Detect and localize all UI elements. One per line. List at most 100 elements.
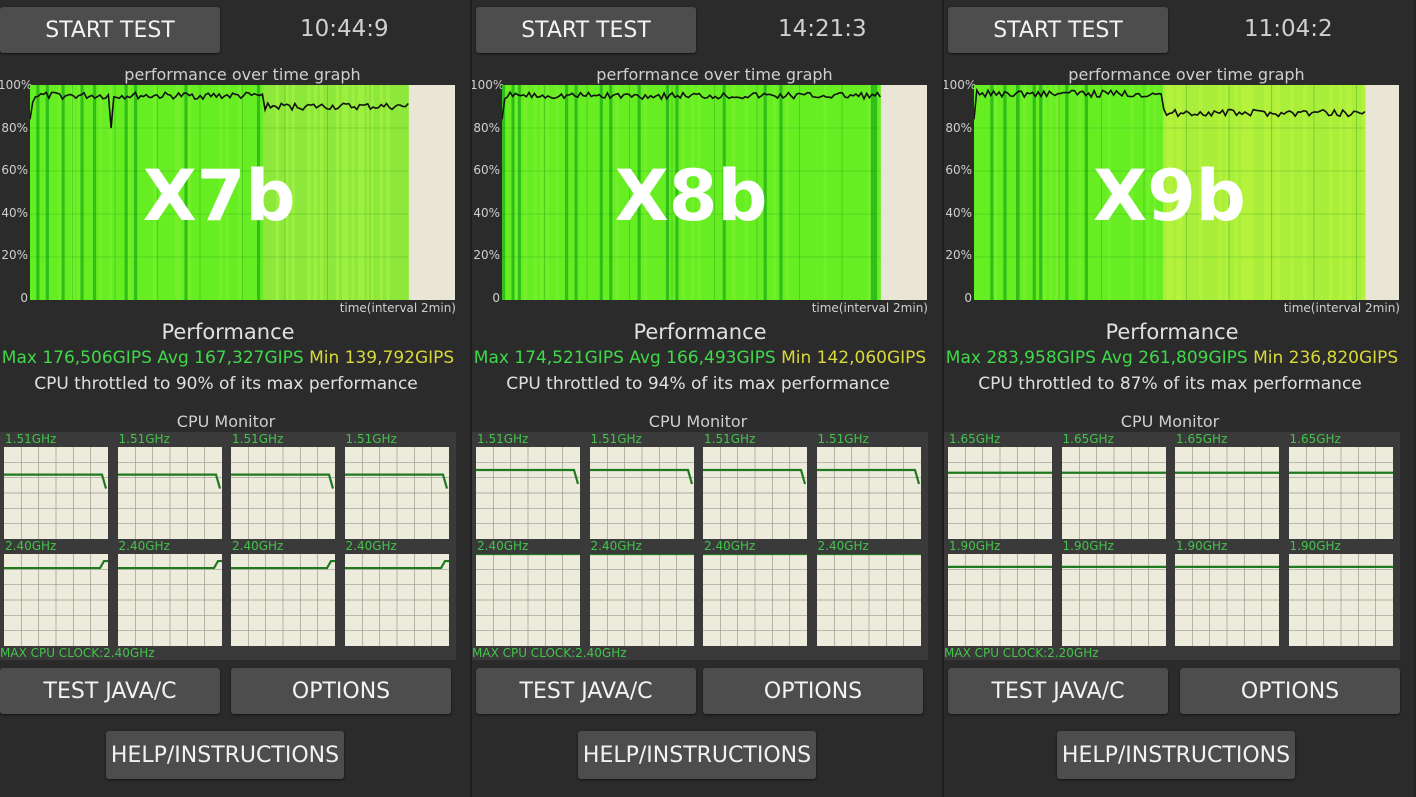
start-test-button[interactable]: START TEST <box>0 7 220 53</box>
graph-stripe <box>530 85 535 300</box>
core-frequency-line <box>589 468 693 485</box>
graph-stripe <box>77 85 82 300</box>
graph-stripe <box>814 85 818 300</box>
graph-stripe <box>108 85 113 300</box>
core-frequency: 1.51GHz <box>118 432 170 446</box>
graph-stripe <box>329 85 334 300</box>
graph-stripe <box>561 85 566 300</box>
core-frequency: 2.40GHz <box>477 539 529 553</box>
graph-stripe <box>1260 85 1265 300</box>
graph-stripe <box>1179 85 1184 300</box>
graph-stripe <box>873 85 878 300</box>
graph-stripe <box>1202 85 1206 300</box>
graph-stripe <box>527 85 531 300</box>
graph-stripe <box>725 85 730 300</box>
core-frequency: 1.51GHz <box>345 432 397 446</box>
graph-stripe <box>536 85 541 300</box>
help-instructions-button[interactable]: HELP/INSTRUCTIONS <box>1057 731 1295 779</box>
performance-graph: X9b <box>974 85 1399 300</box>
graph-stripe <box>118 85 123 300</box>
graph-stripe <box>389 85 394 300</box>
y-tick-label: 20% <box>1 248 28 263</box>
graph-stripe <box>751 85 755 300</box>
graph-stripe <box>401 85 406 300</box>
performance-graph: X7b <box>30 85 455 300</box>
graph-stripe <box>234 85 239 300</box>
graph-stripe <box>149 85 154 300</box>
graph-stripe <box>1136 85 1141 300</box>
graph-stripe <box>1198 85 1203 300</box>
graph-stripe <box>159 85 163 300</box>
graph-stripe <box>870 85 875 300</box>
options-button[interactable]: OPTIONS <box>231 668 451 714</box>
test-java-c-button[interactable]: TEST JAVA/C <box>476 668 696 714</box>
core-frequency: 1.90GHz <box>1289 539 1341 553</box>
graph-stripe <box>672 85 676 300</box>
graph-stripe <box>990 85 995 300</box>
core-frequency-line <box>231 473 335 489</box>
options-button[interactable]: OPTIONS <box>1180 668 1400 714</box>
graph-stripe <box>282 85 286 300</box>
graph-stripe <box>1293 85 1298 300</box>
graph-stripe <box>241 85 245 300</box>
start-test-button[interactable]: START TEST <box>476 7 696 53</box>
graph-stripe <box>238 85 242 300</box>
graph-stripe <box>732 85 736 300</box>
max-cpu-clock: MAX CPU CLOCK:2.40GHz <box>472 646 627 660</box>
graph-stripe <box>1176 85 1180 300</box>
graph-stripe <box>80 85 85 300</box>
min-gips: Min 139,792GIPS <box>309 348 455 368</box>
max-gips: Max 176,506GIPS <box>1 348 152 368</box>
graph-stripe <box>744 85 749 300</box>
help-instructions-button[interactable]: HELP/INSTRUCTIONS <box>106 731 344 779</box>
graph-stripe <box>583 85 588 300</box>
graph-stripe <box>1215 85 1219 300</box>
graph-stripe <box>1120 85 1125 300</box>
graph-stripe <box>1237 85 1242 300</box>
test-java-c-button[interactable]: TEST JAVA/C <box>0 668 220 714</box>
graph-stripe <box>1006 85 1011 300</box>
core-chart <box>4 447 108 539</box>
device-label: X7b <box>143 155 296 237</box>
graph-stripe <box>760 85 765 300</box>
core-frequency: 1.51GHz <box>232 432 284 446</box>
graph-stripe <box>225 85 230 300</box>
core-chart <box>1061 447 1166 539</box>
core-chart <box>589 554 694 646</box>
graph-stripe <box>1263 85 1268 300</box>
graph-stripe <box>1361 85 1366 300</box>
panel-divider <box>942 0 945 797</box>
y-tick-label: 100% <box>0 78 33 92</box>
y-tick-label: 60% <box>1 163 28 178</box>
cpu-monitor-title: CPU Monitor <box>648 412 748 431</box>
graph-stripe <box>279 85 283 300</box>
graph-stripe <box>215 85 220 300</box>
graph-stripe <box>342 85 346 300</box>
graph-stripe <box>602 85 607 300</box>
throttle-text: CPU throttled to 94% of its max performa… <box>506 374 890 394</box>
test-java-c-button[interactable]: TEST JAVA/C <box>948 668 1168 714</box>
graph-stripe <box>193 85 198 300</box>
graph-stripe <box>615 85 620 300</box>
graph-stripe <box>656 85 661 300</box>
graph-stripe <box>1058 85 1063 300</box>
core-chart <box>117 554 222 646</box>
graph-stripe <box>285 85 290 300</box>
options-button[interactable]: OPTIONS <box>703 668 923 714</box>
graph-stripe <box>653 85 658 300</box>
graph-stripe <box>33 85 37 300</box>
core-frequency: 1.51GHz <box>704 432 756 446</box>
graph-stripe <box>552 85 557 300</box>
graph-stripe <box>546 85 550 300</box>
performance-title: Performance <box>633 320 767 344</box>
graph-stripe <box>1257 85 1262 300</box>
performance-title: Performance <box>1105 320 1239 344</box>
elapsed-time: 14:21:3 <box>778 16 867 42</box>
graph-stripe <box>1211 85 1216 300</box>
graph-stripe <box>867 85 872 300</box>
graph-stripe <box>517 85 522 300</box>
core-frequency: 1.90GHz <box>1062 539 1114 553</box>
start-test-button[interactable]: START TEST <box>948 7 1168 53</box>
help-instructions-button[interactable]: HELP/INSTRUCTIONS <box>578 731 816 779</box>
graph-stripe <box>326 85 331 300</box>
